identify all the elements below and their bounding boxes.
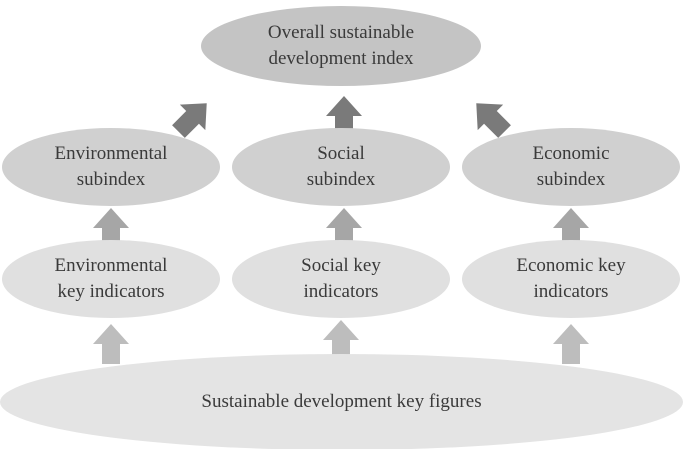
economic-subindex-node: Economic subindex [462, 128, 680, 206]
social-subindex-line2: subindex [306, 169, 376, 190]
arrow-base-to-env-indicators [93, 324, 129, 364]
social-subindex-node: Social subindex [232, 128, 450, 206]
arrow-base-to-econ-indicators [553, 324, 589, 364]
social-indicators-node: Social key indicators [232, 240, 450, 318]
environmental-indicators-line2: key indicators [57, 281, 165, 302]
social-subindex-line1: Social [317, 143, 365, 164]
economic-indicators-line1: Economic key [516, 255, 626, 276]
overall-index-node: Overall sustainable development index [201, 6, 481, 86]
overall-index-label-line1: Overall sustainable [267, 22, 415, 43]
economic-indicators-line2: indicators [533, 281, 609, 302]
environmental-indicators-line1: Environmental [54, 255, 168, 276]
social-indicators-line2: indicators [303, 281, 379, 302]
environmental-subindex-line2: subindex [76, 169, 146, 190]
environmental-subindex-line1: Environmental [54, 143, 168, 164]
key-figures-base-node: Sustainable development key figures [0, 354, 683, 449]
key-figures-label: Sustainable development key figures [201, 391, 482, 412]
economic-subindex-line1: Economic [532, 143, 610, 164]
environmental-subindex-node: Environmental subindex [2, 128, 220, 206]
social-indicators-line1: Social key [301, 255, 381, 276]
economic-subindex-line2: subindex [536, 169, 606, 190]
overall-index-label-line2: development index [268, 48, 414, 69]
environmental-indicators-node: Environmental key indicators [2, 240, 220, 318]
economic-indicators-node: Economic key indicators [462, 240, 680, 318]
